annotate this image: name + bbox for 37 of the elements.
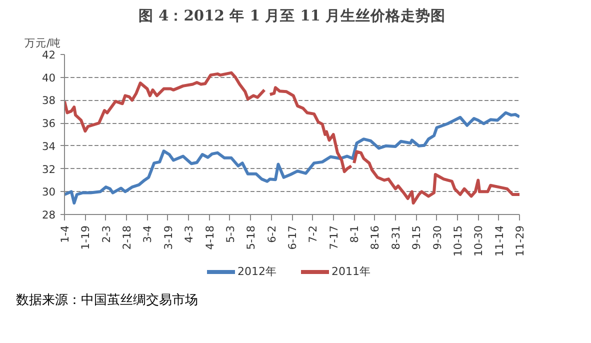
x-tick-label: 6-2 [265, 226, 278, 243]
x-tick-label: 10-15 [451, 225, 464, 256]
x-tick-label: 5-18 [244, 225, 258, 250]
x-tick-label: 10-30 [472, 225, 486, 256]
x-tick-label: 11-14 [492, 225, 506, 256]
legend-label: 2011年 [332, 265, 370, 278]
x-tick-label: 1-4 [58, 225, 72, 243]
x-tick-label: 4-3 [182, 226, 196, 243]
x-tick-label: 2-3 [100, 226, 113, 243]
x-tick-label: 8-31 [389, 225, 402, 250]
y-tick-label: 28 [42, 208, 56, 222]
x-tick-label: 1-19 [79, 225, 92, 250]
x-tick-label: 8-1 [348, 226, 362, 243]
x-tick-label: 9-15 [410, 225, 424, 250]
x-tick-label: 6-17 [286, 225, 299, 250]
x-tick-label: 2-18 [120, 225, 134, 250]
y-tick-label: 40 [42, 71, 56, 84]
x-tick-label: 7-17 [327, 225, 340, 250]
x-tick-label: 7-2 [306, 226, 320, 243]
y-tick-label: 30 [42, 186, 56, 199]
x-tick-label: 11-29 [514, 225, 526, 256]
x-tick-label: 4-18 [203, 225, 216, 250]
y-tick-label: 38 [42, 94, 56, 108]
x-tick-label: 9-30 [430, 225, 444, 250]
x-tick-label: 3-19 [162, 225, 175, 250]
y-tick-label: 32 [42, 162, 56, 176]
x-tick-label: 8-16 [368, 225, 382, 250]
y-axis-title: 万元/吨 [24, 36, 62, 50]
legend-label: 2012年 [238, 265, 276, 278]
x-tick-label: 5-3 [224, 226, 237, 243]
x-tick-label: 3-4 [141, 225, 154, 243]
source-note: 数据来源：中国茧丝绸交易市场 [16, 292, 198, 310]
y-tick-label: 34 [42, 140, 56, 153]
line-series [64, 111, 520, 205]
chart-title: 图 4：2012 年 1 月至 11 月生丝价格走势图 [138, 8, 446, 24]
y-tick-label: 36 [42, 117, 56, 130]
y-tick-label: 42 [42, 48, 56, 62]
